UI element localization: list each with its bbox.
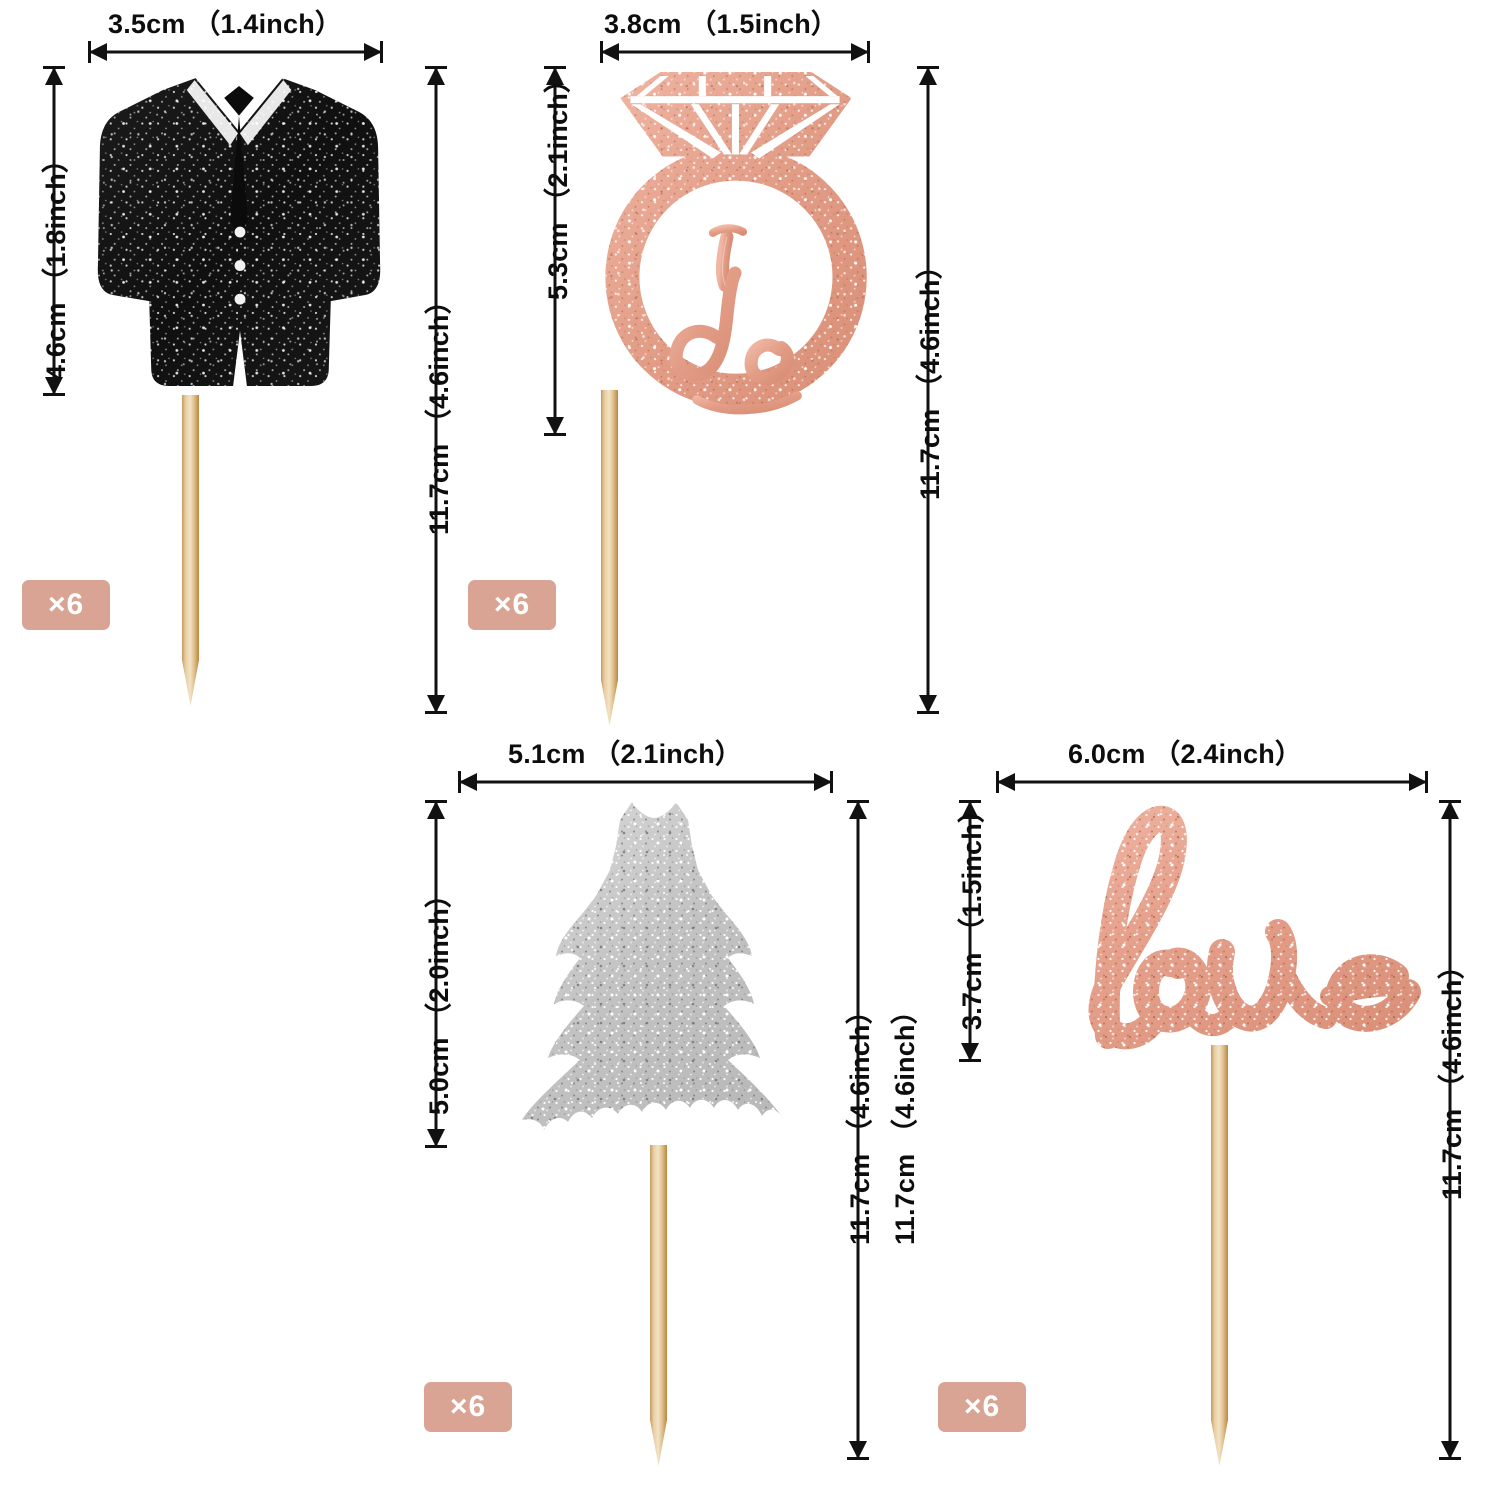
ring-toothpick <box>601 390 618 680</box>
ring-width-label: 3.8cm （1.5inch） <box>604 9 839 39</box>
dress-total-height-arrow <box>846 800 870 1460</box>
ring-qty-badge: ×6 <box>468 580 557 630</box>
dress-width-label: 5.1cm （2.1inch） <box>508 739 743 769</box>
love-width-label: 6.0cm （2.4inch） <box>1068 739 1303 769</box>
tuxedo-width-label: 3.5cm （1.4inch） <box>108 9 343 39</box>
dress-width-arrow <box>458 770 833 794</box>
ring-shape-height-arrow <box>543 66 567 436</box>
dress-height-arrow <box>424 800 448 1148</box>
love-script-shape <box>1000 800 1440 1070</box>
ring-total-height-label-2: 11.7cm （4.6inch） <box>915 252 945 500</box>
love-total-height-arrow <box>1438 800 1462 1460</box>
wedding-dress-shape <box>522 800 784 1130</box>
love-qty-badge: ×6 <box>938 1382 1027 1432</box>
tuxedo-height-arrow <box>42 66 66 396</box>
love-toothpick <box>1211 1045 1228 1420</box>
love-width-arrow <box>996 770 1428 794</box>
i-do-ring-shape <box>605 72 867 415</box>
ring-total-height-arrow-2 <box>916 66 940 714</box>
tuxedo-width-arrow <box>88 40 383 64</box>
love-height-label: 3.7cm （1.5inch） <box>957 795 987 1030</box>
dress-toothpick <box>650 1145 667 1420</box>
tuxedo-toothpick <box>182 395 199 660</box>
tuxedo-qty-badge: ×6 <box>22 580 111 630</box>
ring-total-height-label: 11.7cm （4.6inch） <box>424 287 454 535</box>
tuxedo-shape <box>97 76 381 386</box>
tuxedo-height-label: 4.6cm （1.8inch） <box>41 145 71 380</box>
love-height-arrow <box>958 800 982 1062</box>
ring-total-height-arrow <box>424 66 448 714</box>
ring-shape-height-label: 5.3cm （2.1inch） <box>543 65 573 300</box>
ring-width-arrow <box>600 40 870 64</box>
dress-height-label: 5.0cm （2.0inch） <box>424 880 454 1115</box>
dress-qty-badge: ×6 <box>424 1382 513 1432</box>
love-total-height-label-2: 11.7cm （4.6inch） <box>890 997 920 1245</box>
